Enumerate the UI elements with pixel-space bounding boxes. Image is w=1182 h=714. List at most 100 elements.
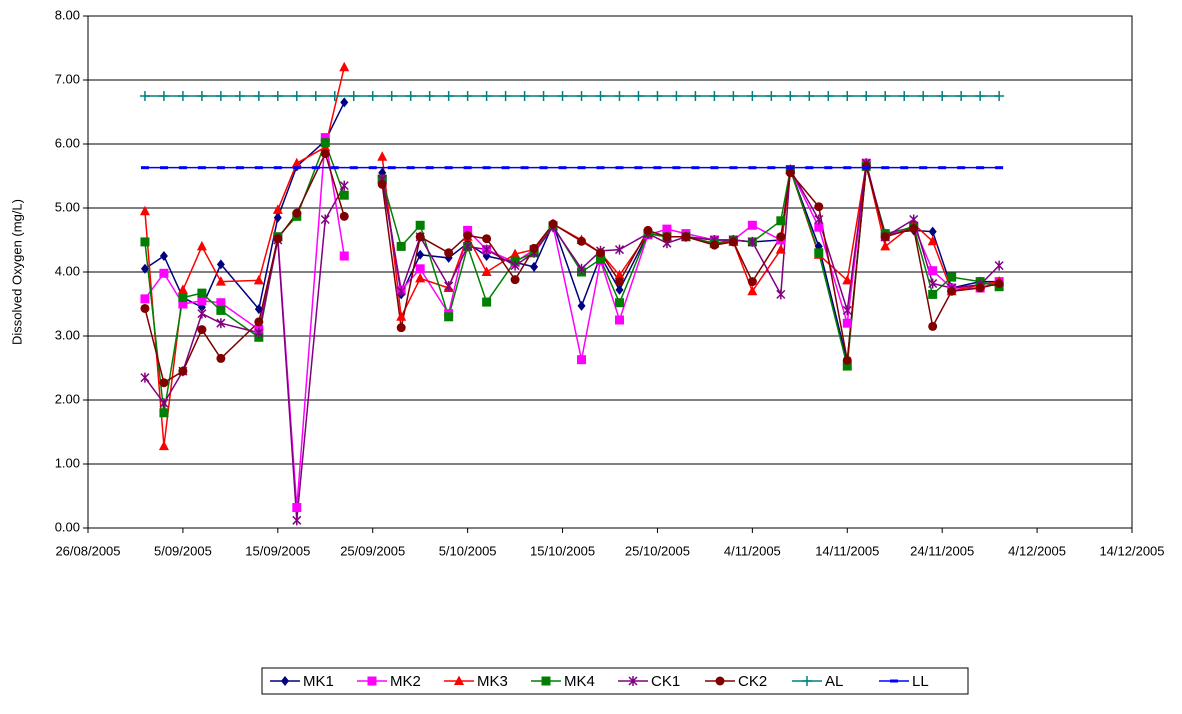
marker bbox=[880, 232, 890, 242]
marker bbox=[747, 91, 758, 101]
marker bbox=[158, 440, 169, 451]
marker bbox=[643, 225, 653, 235]
marker bbox=[842, 355, 852, 365]
marker bbox=[254, 327, 264, 338]
marker bbox=[215, 276, 226, 286]
marker bbox=[785, 168, 795, 178]
marker bbox=[339, 61, 350, 72]
marker bbox=[320, 149, 330, 159]
marker bbox=[596, 248, 606, 258]
marker bbox=[614, 277, 624, 287]
x-tick-label: 4/11/2005 bbox=[724, 543, 781, 558]
marker bbox=[519, 91, 530, 101]
marker bbox=[928, 321, 938, 331]
y-tick-label: 0.00 bbox=[55, 519, 80, 534]
marker bbox=[510, 260, 520, 271]
marker bbox=[339, 251, 349, 261]
marker bbox=[140, 294, 150, 304]
x-tick-label: 4/12/2005 bbox=[1008, 543, 1066, 558]
marker bbox=[577, 236, 587, 246]
marker bbox=[709, 91, 720, 101]
marker bbox=[348, 91, 359, 101]
marker bbox=[340, 97, 349, 108]
legend-label: MK1 bbox=[303, 673, 334, 690]
marker bbox=[614, 244, 625, 255]
y-axis-label: Dissolved Oxygen (mg/L) bbox=[9, 199, 24, 345]
marker bbox=[576, 91, 587, 101]
marker bbox=[178, 366, 188, 376]
y-tick-label: 2.00 bbox=[55, 391, 80, 406]
legend-marker bbox=[628, 676, 638, 686]
marker bbox=[178, 293, 188, 303]
marker bbox=[339, 190, 349, 200]
y-tick-label: 6.00 bbox=[55, 135, 80, 150]
marker bbox=[595, 91, 606, 101]
legend-label: AL bbox=[825, 673, 843, 690]
legend-label: CK2 bbox=[738, 673, 767, 690]
marker bbox=[444, 248, 454, 258]
marker bbox=[861, 91, 872, 101]
marker bbox=[500, 91, 511, 101]
marker bbox=[823, 91, 834, 101]
marker bbox=[937, 91, 948, 101]
marker bbox=[909, 214, 919, 225]
y-tick-label: 5.00 bbox=[55, 199, 80, 214]
marker bbox=[444, 312, 454, 322]
marker bbox=[747, 277, 757, 287]
plot-border bbox=[87, 15, 1133, 529]
marker bbox=[197, 308, 207, 319]
marker bbox=[928, 266, 938, 276]
marker bbox=[234, 91, 245, 101]
marker bbox=[557, 91, 568, 101]
marker bbox=[291, 157, 302, 168]
x-tick-label: 5/10/2005 bbox=[439, 543, 497, 558]
marker bbox=[709, 240, 719, 250]
marker bbox=[140, 372, 150, 383]
marker bbox=[216, 305, 226, 315]
y-tick-label: 1.00 bbox=[55, 455, 80, 470]
marker bbox=[577, 300, 586, 311]
marker bbox=[577, 355, 587, 365]
marker bbox=[747, 285, 758, 296]
marker bbox=[814, 248, 824, 258]
marker bbox=[596, 254, 606, 264]
marker bbox=[956, 91, 967, 101]
marker bbox=[177, 91, 188, 101]
x-tick-label: 15/10/2005 bbox=[530, 543, 595, 558]
marker bbox=[177, 284, 188, 294]
x-tick-label: 25/09/2005 bbox=[340, 543, 405, 558]
marker bbox=[416, 249, 425, 260]
y-tick-label: 4.00 bbox=[55, 263, 80, 278]
marker bbox=[140, 303, 150, 313]
marker bbox=[462, 91, 473, 101]
marker bbox=[530, 261, 539, 272]
marker bbox=[159, 398, 169, 409]
x-tick-label: 15/09/2005 bbox=[245, 543, 310, 558]
legend-label: MK4 bbox=[564, 673, 595, 690]
marker bbox=[899, 91, 910, 101]
marker bbox=[975, 283, 985, 293]
marker bbox=[633, 91, 644, 101]
marker bbox=[880, 91, 891, 101]
marker bbox=[253, 91, 264, 101]
marker bbox=[329, 91, 340, 101]
legend-marker bbox=[802, 676, 812, 686]
y-tick-label: 8.00 bbox=[55, 7, 80, 22]
marker bbox=[776, 232, 786, 242]
marker bbox=[775, 244, 786, 254]
marker bbox=[272, 204, 283, 214]
marker bbox=[273, 234, 283, 244]
marker bbox=[196, 91, 207, 101]
marker bbox=[994, 260, 1004, 271]
marker bbox=[681, 232, 691, 242]
marker bbox=[339, 180, 349, 191]
legend-label: CK1 bbox=[651, 673, 680, 690]
marker bbox=[842, 274, 853, 285]
marker bbox=[396, 311, 407, 321]
marker bbox=[909, 223, 919, 233]
marker bbox=[216, 259, 225, 270]
marker bbox=[652, 91, 663, 101]
legend-label: LL bbox=[912, 673, 929, 690]
marker bbox=[814, 202, 824, 212]
marker bbox=[254, 304, 263, 315]
